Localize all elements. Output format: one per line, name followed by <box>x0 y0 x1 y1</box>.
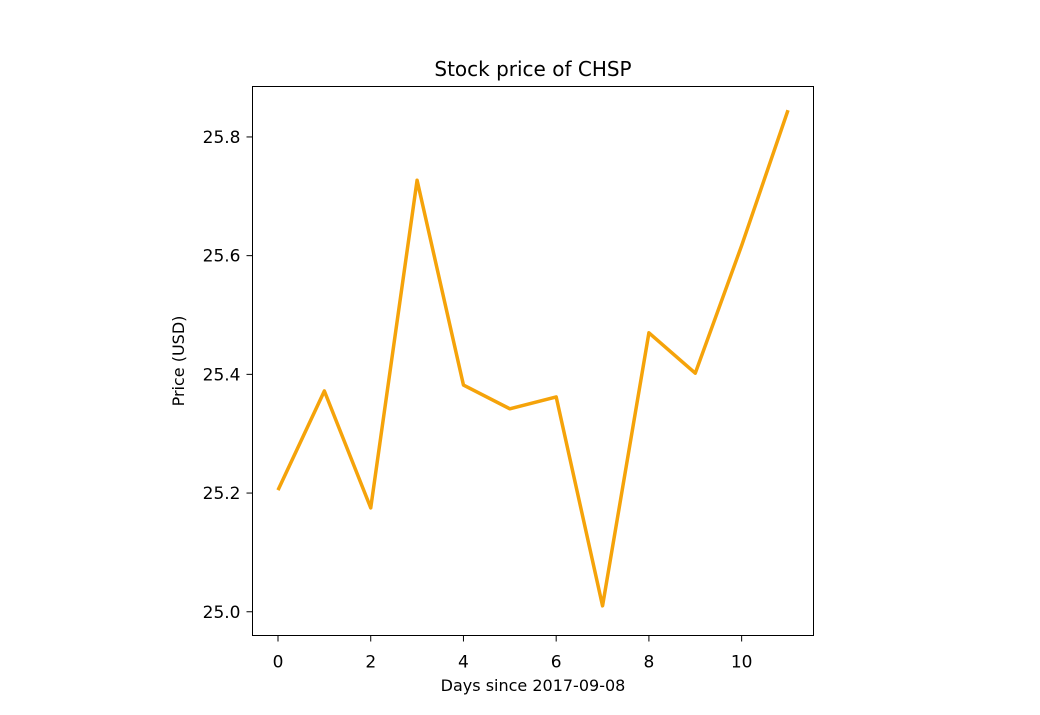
y-tick-label: 25.4 <box>203 365 241 385</box>
y-tick-label: 25.8 <box>203 128 241 148</box>
y-tick-label: 25.0 <box>203 603 241 623</box>
x-tick-label: 0 <box>273 653 284 673</box>
y-axis: 25.0 25.2 25.4 25.6 25.8 <box>203 128 253 623</box>
x-tick-label: 2 <box>365 653 376 673</box>
series-layer <box>276 109 790 608</box>
y-tick-label: 25.6 <box>203 247 241 267</box>
series-line-0 <box>276 109 790 608</box>
plot-frame <box>252 86 814 636</box>
chart-title: Stock price of CHSP <box>434 57 631 81</box>
x-tick-label: 10 <box>731 653 753 673</box>
x-tick-label: 4 <box>458 653 469 673</box>
x-axis: 0 2 4 6 8 10 <box>273 635 753 673</box>
x-tick-label: 6 <box>551 653 562 673</box>
x-axis-label: Days since 2017-09-08 <box>441 676 626 695</box>
x-tick-label: 8 <box>643 653 654 673</box>
y-tick-label: 25.2 <box>203 484 241 504</box>
y-axis-label: Price (USD) <box>169 316 188 407</box>
